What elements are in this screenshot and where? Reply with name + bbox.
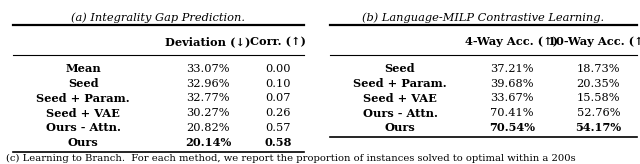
Text: Ours - Attn.: Ours - Attn. <box>363 108 437 119</box>
Text: Seed + Param.: Seed + Param. <box>36 93 130 104</box>
Text: 10-Way Acc. (↑): 10-Way Acc. (↑) <box>548 36 640 47</box>
Text: 0.07: 0.07 <box>266 93 291 103</box>
Text: 32.77%: 32.77% <box>186 93 230 103</box>
Text: 4-Way Acc. (↑): 4-Way Acc. (↑) <box>465 36 559 47</box>
Text: Seed + Param.: Seed + Param. <box>353 78 447 89</box>
Text: Ours: Ours <box>385 122 415 133</box>
Text: 0.57: 0.57 <box>266 123 291 133</box>
Text: 20.14%: 20.14% <box>185 137 231 148</box>
Text: 70.54%: 70.54% <box>489 122 535 133</box>
Text: 20.35%: 20.35% <box>577 79 620 89</box>
Text: 20.82%: 20.82% <box>186 123 230 133</box>
Text: Seed + VAE: Seed + VAE <box>363 93 437 104</box>
Text: 0.10: 0.10 <box>266 79 291 89</box>
Text: Mean: Mean <box>65 63 101 74</box>
Text: 37.21%: 37.21% <box>490 64 534 74</box>
Text: 18.73%: 18.73% <box>577 64 620 74</box>
Text: 33.07%: 33.07% <box>186 64 230 74</box>
Text: 15.58%: 15.58% <box>577 93 620 103</box>
Text: (a) Integrality Gap Prediction.: (a) Integrality Gap Prediction. <box>72 12 245 22</box>
Text: Seed: Seed <box>385 63 415 74</box>
Text: 54.17%: 54.17% <box>575 122 621 133</box>
Text: 32.96%: 32.96% <box>186 79 230 89</box>
Text: 39.68%: 39.68% <box>490 79 534 89</box>
Text: Ours: Ours <box>68 137 99 148</box>
Text: 0.00: 0.00 <box>266 64 291 74</box>
Text: (b) Language-MILP Contrastive Learning.: (b) Language-MILP Contrastive Learning. <box>362 12 604 22</box>
Text: Seed + VAE: Seed + VAE <box>46 108 120 119</box>
Text: Deviation (↓): Deviation (↓) <box>165 36 251 47</box>
Text: 0.58: 0.58 <box>265 137 292 148</box>
Text: (c) Learning to Branch.  For each method, we report the proportion of instances : (c) Learning to Branch. For each method,… <box>6 154 576 163</box>
Text: 70.41%: 70.41% <box>490 108 534 118</box>
Text: 33.67%: 33.67% <box>490 93 534 103</box>
Text: 52.76%: 52.76% <box>577 108 620 118</box>
Text: Ours - Attn.: Ours - Attn. <box>46 122 120 133</box>
Text: 30.27%: 30.27% <box>186 108 230 118</box>
Text: Seed: Seed <box>68 78 99 89</box>
Text: Corr. (↑): Corr. (↑) <box>250 36 307 47</box>
Text: 0.26: 0.26 <box>266 108 291 118</box>
